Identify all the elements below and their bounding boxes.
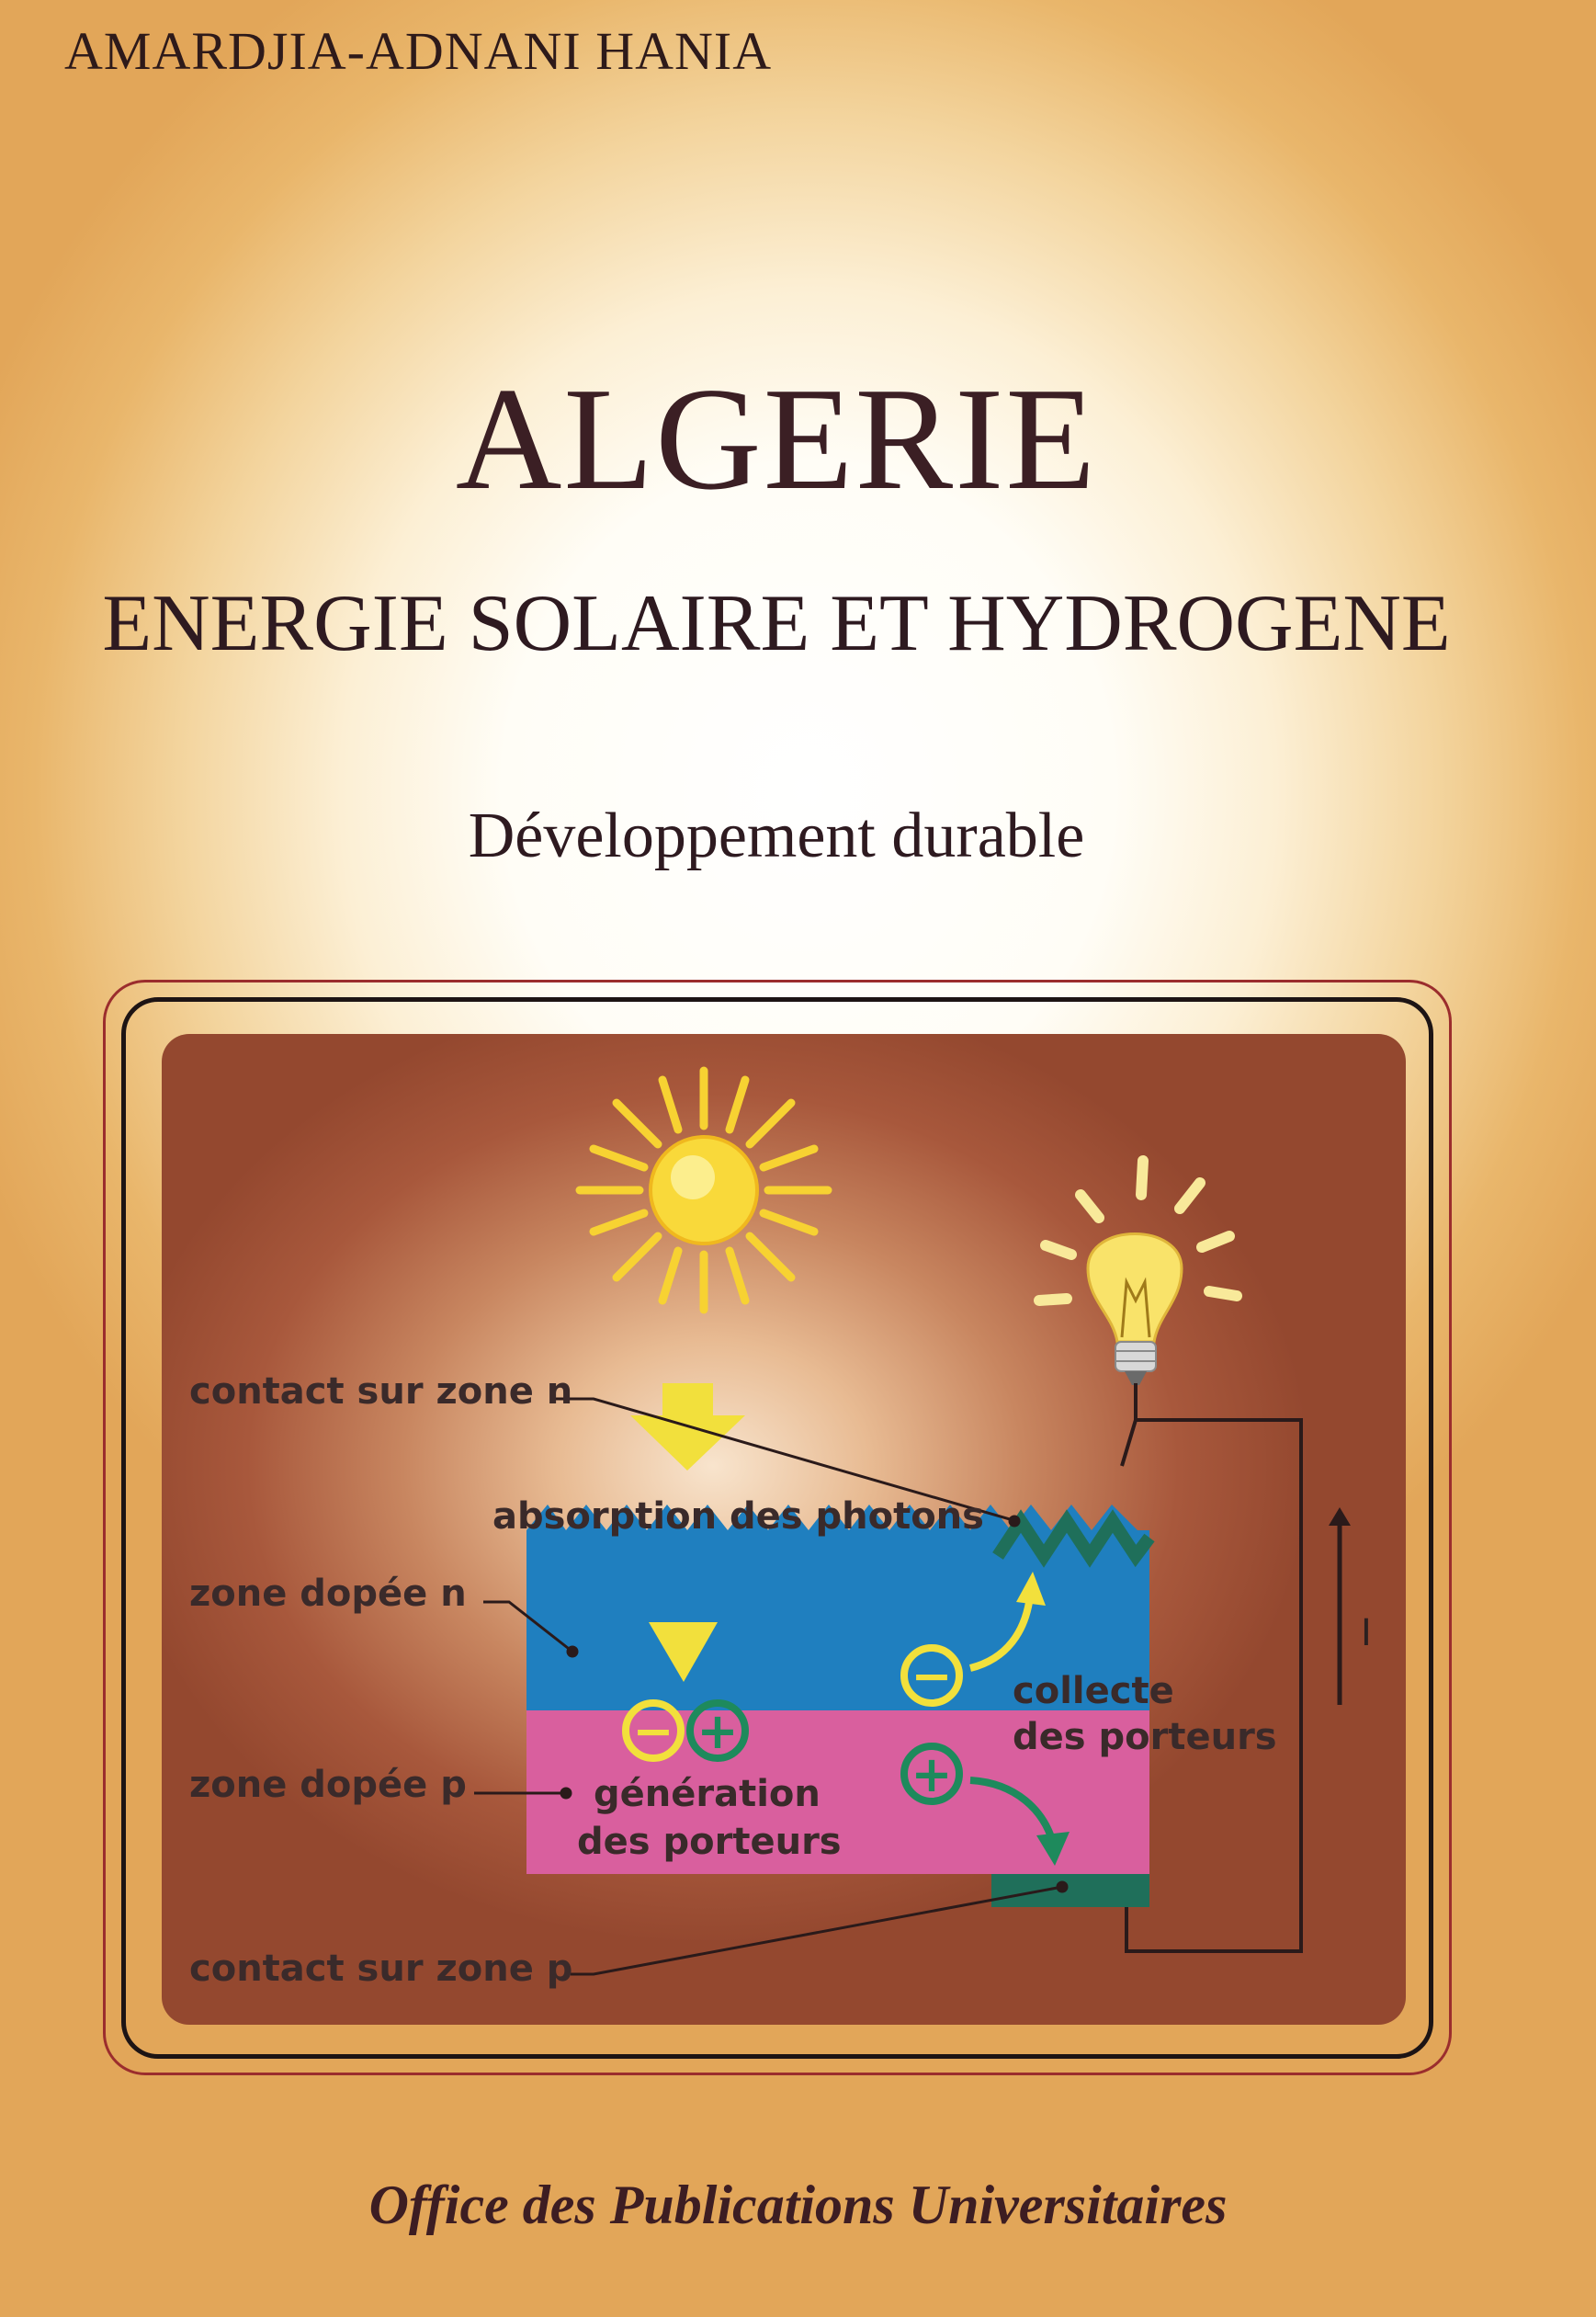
p-contact [991, 1874, 1149, 1907]
circuit-wire [1125, 1383, 1303, 1953]
solar-cell-diagram: I − + − [162, 1034, 1406, 2025]
current-arrow-icon [1329, 1507, 1351, 1705]
publisher-name: Office des Publications Universitaires [368, 2175, 1228, 2235]
carrier-plus-1: + [686, 1699, 749, 1762]
solar-cell-svg: I − + − [189, 1066, 1372, 1990]
carrier-minus-2: − [900, 1644, 963, 1707]
label-contact-zone-n: contact sur zone n [189, 1370, 572, 1413]
hole-path-arrow [969, 1777, 1057, 1845]
label-collecte-1: collecte [1013, 1670, 1174, 1712]
illustration-frame-outer [103, 980, 1452, 2075]
book-title: ALGERIE [455, 357, 1098, 520]
book-subtitle: ENERGIE SOLAIRE ET HYDROGENE [102, 579, 1451, 668]
light-bulb-icon [1034, 1155, 1242, 1385]
svg-text:+: + [696, 1702, 738, 1760]
label-zone-p: zone dopée p [189, 1764, 467, 1806]
label-collecte-2: des porteurs [1013, 1716, 1277, 1758]
electron-path-arrow [968, 1596, 1034, 1672]
carrier-plus-2: + [900, 1743, 963, 1805]
author-name: AMARDJIA-ADNANI HANIA [64, 21, 773, 81]
label-contact-zone-p: contact sur zone p [189, 1948, 572, 1990]
svg-text:−: − [632, 1702, 673, 1760]
sun-icon [575, 1066, 832, 1314]
carrier-minus-1: − [622, 1699, 685, 1762]
current-label: I [1361, 1612, 1372, 1654]
label-generation-2: des porteurs [577, 1821, 842, 1863]
label-zone-n: zone dopée n [189, 1573, 467, 1615]
label-generation-1: génération [594, 1773, 821, 1815]
svg-text:+: + [911, 1745, 952, 1803]
label-absorption: absorption des photons [492, 1495, 984, 1538]
book-tagline: Développement durable [468, 801, 1085, 871]
n-contact-grid [992, 1509, 1155, 1568]
svg-text:−: − [911, 1647, 952, 1705]
illustration-frame-inner [121, 997, 1433, 2059]
